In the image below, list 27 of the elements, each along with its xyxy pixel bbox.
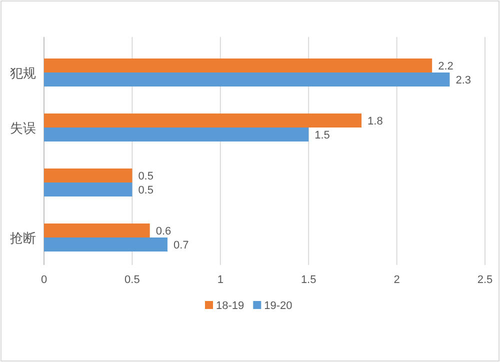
x-tick-label: 0.5 <box>124 274 140 286</box>
x-tick-label: 0 <box>40 274 48 286</box>
x-tick-label: 2.5 <box>477 274 493 286</box>
bar <box>44 168 132 182</box>
data-label: 0.5 <box>138 184 154 196</box>
data-label: 2.3 <box>456 74 472 86</box>
data-label: 0.7 <box>173 240 189 252</box>
bar <box>44 182 132 196</box>
bar <box>44 128 309 142</box>
data-label: 2.2 <box>438 60 454 72</box>
x-tick-label: 1 <box>217 274 224 286</box>
data-label: 0.6 <box>156 226 172 238</box>
y-tick-label: 犯规 <box>10 66 36 80</box>
bar <box>44 224 150 238</box>
bar <box>44 72 450 86</box>
x-tick-label: 1.5 <box>300 274 316 286</box>
bar <box>44 58 432 72</box>
data-label: 1.8 <box>368 116 383 128</box>
bar <box>44 238 168 252</box>
bar <box>44 114 362 128</box>
legend-label: 19-20 <box>264 300 292 312</box>
y-tick-label: 抢断 <box>10 230 36 246</box>
legend-label: 18-19 <box>216 300 244 312</box>
x-tick-label: 2 <box>394 274 400 286</box>
y-tick-label: 失误 <box>10 120 36 136</box>
data-label: 1.5 <box>314 130 330 142</box>
data-label: 0.5 <box>138 170 154 182</box>
